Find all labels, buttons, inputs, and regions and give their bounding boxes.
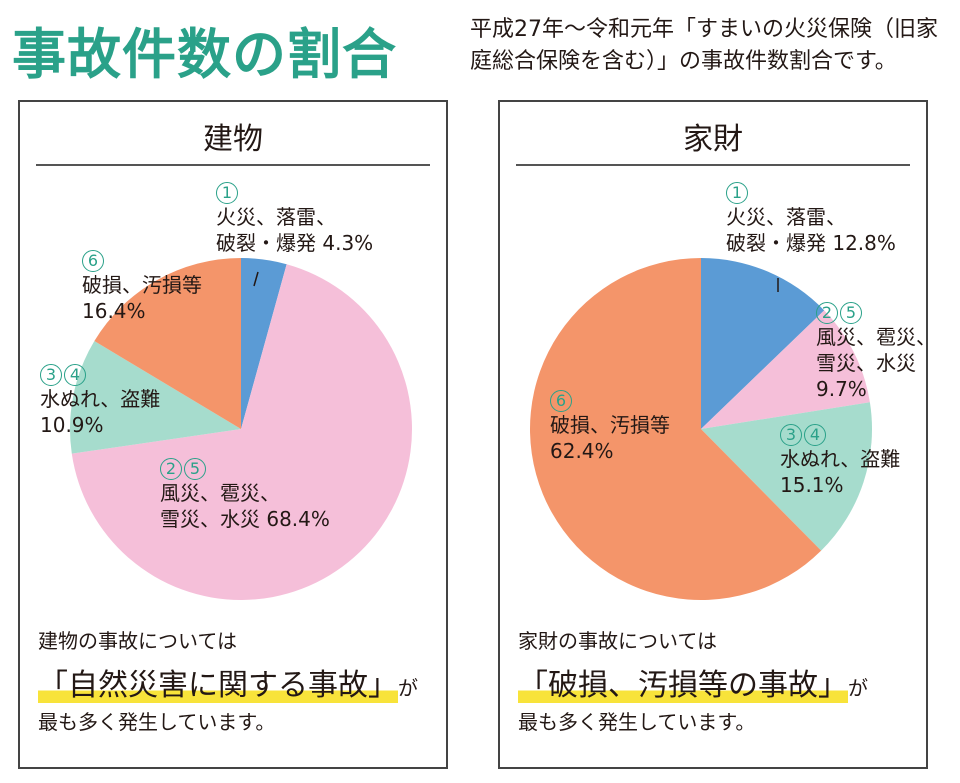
building-label-wind-line2: 雪災、水災 68.4% xyxy=(160,507,330,531)
marker-4-icon: 4 xyxy=(64,364,86,386)
building-conclusion: 最も多く発生しています。 xyxy=(38,710,276,734)
marker-5-icon: 5 xyxy=(184,458,206,480)
contents-label-damage: 6 破損、汚損等 62.4% xyxy=(550,386,670,464)
building-panel-divider xyxy=(36,164,430,166)
contents-label-fire-line1: 火災、落雷、 xyxy=(726,205,846,229)
building-slice-2 xyxy=(71,264,412,600)
contents-label-damage-line2: 62.4% xyxy=(550,439,614,463)
contents-label-water-line1: 水ぬれ、盗難 xyxy=(780,447,901,471)
contents-label-wind-line3: 9.7% xyxy=(816,377,867,401)
building-slice-4 xyxy=(94,258,241,429)
marker-4-icon: 4 xyxy=(804,424,826,446)
building-leader-line-1 xyxy=(253,271,259,287)
contents-note: 家財の事故については xyxy=(518,629,717,653)
contents-slice-4 xyxy=(530,258,822,600)
building-highlight: 「自然災害に関する事故」 xyxy=(38,668,398,703)
marker-1-icon: 1 xyxy=(216,182,238,204)
building-panel-title: 建物 xyxy=(203,122,263,157)
page-title: 事故件数の割合 xyxy=(12,23,397,86)
building-label-water-line2: 10.9% xyxy=(40,413,104,437)
building-note: 建物の事故については xyxy=(38,629,237,653)
marker-2-icon: 2 xyxy=(160,458,182,480)
contents-slice-1 xyxy=(701,258,825,429)
marker-1-icon: 1 xyxy=(726,182,748,204)
marker-3-icon: 3 xyxy=(40,364,62,386)
building-label-fire-line2: 破裂・爆発 4.3% xyxy=(216,231,374,255)
building-slice-1 xyxy=(241,258,287,429)
contents-panel-divider xyxy=(516,164,910,166)
building-label-damage: 6 破損、汚損等 16.4% xyxy=(82,246,202,324)
contents-label-damage-line1: 破損、汚損等 xyxy=(550,413,670,437)
page-subtitle: 平成27年～令和元年「すまいの火災保険（旧家庭総合保険を含む）」の事故件数割合で… xyxy=(470,17,938,74)
contents-highlight-suffix: が xyxy=(848,676,868,700)
building-label-wind-line1: 風災、雹災、 xyxy=(160,481,280,505)
building-label-damage-line1: 破損、汚損等 xyxy=(82,273,202,297)
marker-5-icon: 5 xyxy=(840,302,862,324)
building-slice-3 xyxy=(70,341,241,454)
building-label-fire: 1 火災、落雷、 破裂・爆発 4.3% xyxy=(216,178,373,256)
contents-label-water-line2: 15.1% xyxy=(780,473,844,497)
marker-6-icon: 6 xyxy=(82,250,104,272)
contents-highlight-line: 「破損、汚損等の事故」が xyxy=(518,660,868,704)
contents-label-fire-line2: 破裂・爆発 12.8% xyxy=(726,231,896,255)
building-highlight-line: 「自然災害に関する事故」が xyxy=(38,660,418,704)
marker-3-icon: 3 xyxy=(780,424,802,446)
building-pie-chart xyxy=(70,258,412,600)
building-label-water-line1: 水ぬれ、盗難 xyxy=(40,387,161,411)
contents-label-wind-line2: 雪災、水災 xyxy=(816,351,916,375)
building-label-damage-line2: 16.4% xyxy=(82,299,146,323)
contents-pie-chart xyxy=(530,258,872,600)
contents-slice-2 xyxy=(701,310,870,429)
contents-slice-3 xyxy=(701,402,872,551)
contents-label-fire: 1 火災、落雷、 破裂・爆発 12.8% xyxy=(726,178,896,256)
contents-highlight: 「破損、汚損等の事故」 xyxy=(518,668,848,703)
contents-label-wind-line1: 風災、雹災、 xyxy=(816,325,936,349)
marker-6-icon: 6 xyxy=(550,390,572,412)
building-label-fire-line1: 火災、落雷、 xyxy=(216,205,336,229)
contents-conclusion: 最も多く発生しています。 xyxy=(518,710,756,734)
building-highlight-suffix: が xyxy=(398,676,418,700)
marker-2-icon: 2 xyxy=(816,302,838,324)
contents-panel-title: 家財 xyxy=(683,122,743,157)
